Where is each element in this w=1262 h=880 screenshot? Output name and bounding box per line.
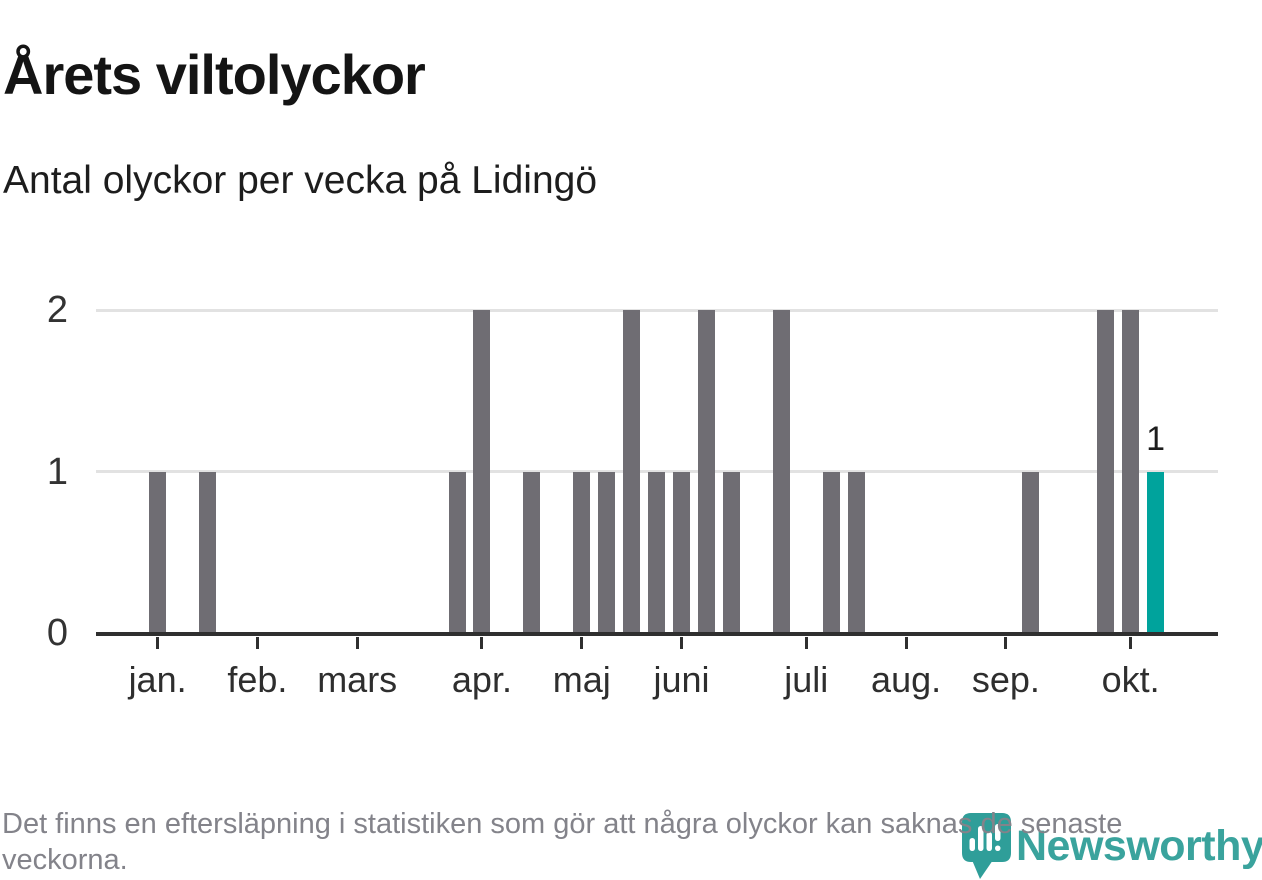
x-axis-label-sep: sep. bbox=[971, 659, 1040, 700]
x-axis-label-juni: juni bbox=[653, 659, 710, 700]
bar-week-13 bbox=[473, 310, 491, 633]
x-axis-tick-sep bbox=[1004, 637, 1008, 649]
newsworthy-logo: Newsworthy bbox=[962, 811, 1262, 879]
x-axis-label-maj: maj bbox=[552, 659, 611, 700]
x-axis-label-mars: mars bbox=[317, 659, 398, 700]
x-axis-tick-mars bbox=[355, 637, 359, 649]
x-axis-tick-juli bbox=[804, 637, 808, 649]
x-axis-tick-feb bbox=[255, 637, 259, 649]
x-axis-label-juli: juli bbox=[784, 659, 829, 700]
x-axis-line bbox=[96, 632, 1218, 636]
newsworthy-logo-text: Newsworthy bbox=[1016, 822, 1262, 870]
bar-week-22 bbox=[698, 310, 715, 633]
bar-week-2 bbox=[199, 471, 216, 633]
bar-week-15 bbox=[523, 471, 541, 633]
bar-week-18 bbox=[598, 471, 616, 633]
x-axis-label-feb: feb. bbox=[227, 659, 288, 700]
bar-week-12 bbox=[448, 471, 466, 633]
y-axis-label-2: 2 bbox=[46, 289, 68, 331]
x-axis-tick-okt bbox=[1129, 637, 1133, 649]
bar-week-0 bbox=[149, 471, 167, 633]
bar-week-39 bbox=[1122, 310, 1140, 633]
bar-week-28 bbox=[847, 471, 865, 633]
bar-week-17 bbox=[573, 471, 591, 633]
chart-subtitle: Antal olyckor per vecka på Lidingö bbox=[3, 159, 598, 202]
x-axis-tick-maj bbox=[580, 637, 584, 649]
bar-week-38 bbox=[1097, 310, 1115, 633]
bar-week-21 bbox=[673, 471, 691, 633]
newsworthy-logo-icon bbox=[962, 813, 1011, 879]
bar-week-35 bbox=[1022, 471, 1040, 633]
x-axis-label-jan: jan. bbox=[128, 659, 187, 700]
x-axis-label-aug: aug. bbox=[871, 659, 942, 700]
latest-value-label: 1 bbox=[1146, 420, 1166, 458]
x-axis-tick-jan bbox=[156, 637, 160, 649]
gridline-y2 bbox=[96, 308, 1218, 312]
x-axis-label-apr: apr. bbox=[451, 659, 512, 700]
x-axis-label-okt: okt. bbox=[1101, 659, 1160, 700]
x-axis-tick-aug bbox=[904, 637, 908, 649]
bar-week-25 bbox=[772, 310, 790, 633]
x-axis-tick-juni bbox=[680, 637, 684, 649]
page-title: Årets viltolyckor bbox=[3, 42, 426, 106]
y-axis-label-1: 1 bbox=[46, 450, 68, 493]
bar-week-20 bbox=[648, 471, 666, 633]
bar-week-19 bbox=[623, 310, 641, 633]
bar-week-27 bbox=[822, 471, 840, 633]
y-axis-label-0: 0 bbox=[46, 612, 68, 654]
bar-week-23 bbox=[722, 471, 740, 633]
footer-note: Det finns en eftersläpning i statistiken… bbox=[2, 808, 1123, 876]
x-axis-tick-apr bbox=[480, 637, 484, 649]
bar-week-40 bbox=[1147, 471, 1165, 633]
